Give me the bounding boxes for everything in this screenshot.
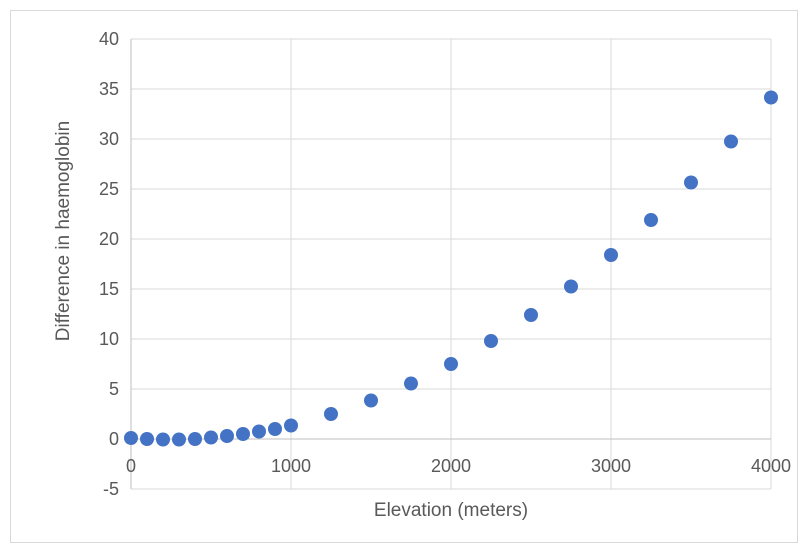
x-tick-label: 4000 [751, 456, 791, 476]
data-point [364, 393, 378, 408]
y-tick-label: 40 [99, 29, 119, 49]
tick-labels: -5 0 5 10 15 20 25 30 35 40 0 1000 2000 3000 4000 [99, 29, 791, 499]
data-point [204, 430, 218, 445]
axes [130, 39, 771, 489]
data-point [404, 376, 418, 391]
data-point [564, 279, 578, 294]
data-point [252, 424, 266, 439]
chart-frame: -5 0 5 10 15 20 25 30 35 40 0 1000 2000 3000 4000 Elev… [10, 10, 798, 543]
data-point [268, 422, 282, 436]
x-axis-title: Elevation (meters) [374, 500, 528, 521]
data-point [156, 432, 170, 447]
data-point [444, 357, 458, 371]
data-point [140, 432, 154, 446]
data-point [724, 134, 738, 149]
data-point [236, 427, 250, 441]
data-point [124, 431, 138, 445]
x-tick-label: 0 [126, 456, 136, 476]
scatter-chart: -5 0 5 10 15 20 25 30 35 40 0 1000 2000 3000 4000 Elev… [53, 29, 791, 521]
y-tick-label: 30 [99, 129, 119, 149]
data-points [124, 90, 778, 447]
data-point [764, 90, 778, 105]
data-point [684, 175, 698, 190]
x-tick-label: 2000 [431, 456, 471, 476]
x-tick-label: 1000 [271, 456, 311, 476]
data-point [172, 432, 186, 447]
data-point [324, 407, 338, 421]
data-point [524, 308, 538, 322]
gridlines [131, 38, 772, 490]
y-tick-label: 25 [99, 179, 119, 199]
y-axis-title: Difference in haemoglobin [53, 121, 74, 341]
y-tick-label: 10 [99, 329, 119, 349]
data-point [188, 432, 202, 446]
data-point [484, 334, 498, 348]
y-tick-label: 5 [109, 379, 119, 399]
data-point [604, 248, 618, 262]
data-point [644, 213, 658, 227]
y-tick-label: -5 [103, 479, 119, 499]
data-point [220, 429, 234, 443]
y-tick-label: 35 [99, 79, 119, 99]
y-tick-label: 20 [99, 229, 119, 249]
y-tick-label: 15 [99, 279, 119, 299]
y-tick-label: 0 [109, 429, 119, 449]
x-tick-label: 3000 [591, 456, 631, 476]
data-point [284, 418, 298, 433]
